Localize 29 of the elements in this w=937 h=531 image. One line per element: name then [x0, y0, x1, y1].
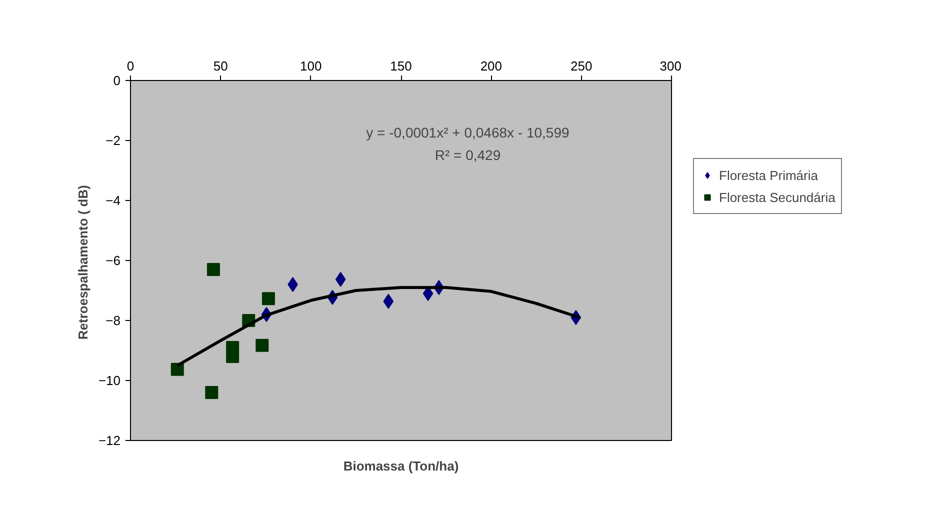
x-tick-label: 250	[570, 58, 592, 74]
annotation: y = -0,0001x² + 0,0468x - 10,599	[366, 124, 570, 140]
y-tick-label: −4	[106, 193, 121, 208]
y-tick-label: 0	[113, 73, 121, 88]
point	[170, 362, 184, 376]
point	[205, 386, 218, 399]
legend-label: Floresta Primária	[719, 168, 818, 182]
point	[256, 338, 269, 352]
point	[288, 277, 298, 292]
point	[335, 272, 346, 287]
x-tick-label: 0	[126, 58, 134, 74]
point	[226, 350, 240, 363]
x-tick-label: 100	[300, 58, 322, 74]
legend-label: Floresta Secundária	[719, 190, 836, 204]
x-tick-label: 300	[660, 58, 682, 74]
point	[383, 294, 394, 309]
x-tick-label: 150	[390, 58, 412, 74]
y-axis-title: Retroespalhamento ( dB)	[75, 185, 90, 340]
y-tick-label: −10	[98, 373, 121, 388]
point	[206, 263, 220, 276]
x-tick-label: 200	[480, 58, 502, 74]
y-tick-label: −2	[106, 133, 121, 148]
x-axis-title: Biomassa (Ton/ha)	[343, 458, 459, 474]
point	[262, 292, 275, 306]
annotation: R² = 0,429	[434, 147, 501, 163]
y-tick-label: −8	[106, 313, 121, 328]
y-tick-label: −12	[98, 433, 121, 448]
y-tick-label: −6	[106, 253, 121, 268]
x-tick-label: 50	[213, 58, 228, 74]
